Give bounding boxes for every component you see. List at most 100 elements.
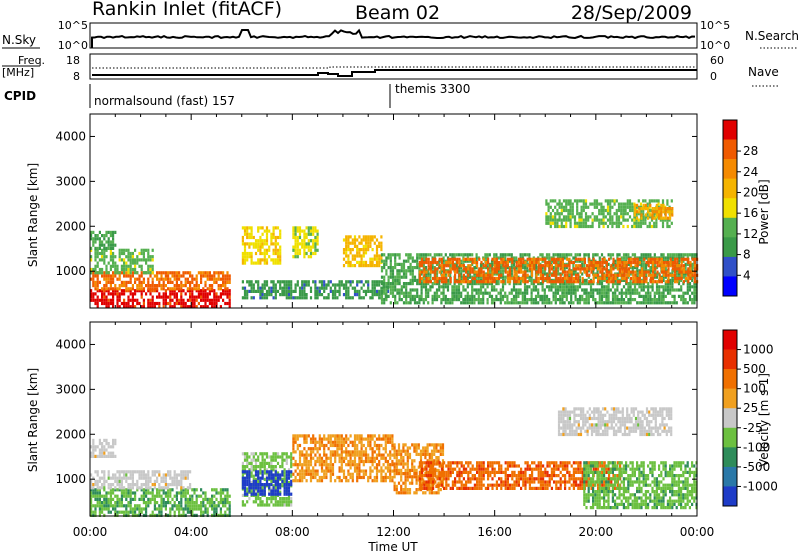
data-cell-band-4 [327, 296, 330, 300]
data-cell-band-4 [243, 293, 247, 297]
data-cell-band-8 [484, 256, 487, 260]
data-cell-band-0 [202, 298, 205, 302]
data-cell-band-8 [655, 266, 659, 270]
data-cell-band-8 [510, 298, 513, 302]
data-cell-band-3 [272, 497, 275, 501]
data-cell-band-8 [396, 291, 399, 295]
data-cell-band-0 [153, 501, 156, 505]
data-cell-band-1 [125, 470, 128, 474]
data-cell-band-10 [635, 205, 638, 209]
data-cell-band-9 [682, 257, 685, 261]
data-cell-band-8 [389, 262, 392, 266]
data-cell-band-0 [129, 497, 132, 501]
data-cell-band-9 [515, 280, 518, 284]
data-cell-band-8 [548, 288, 551, 292]
data-cell-band-8 [671, 285, 674, 289]
data-cell-band-10 [562, 205, 566, 209]
data-cell-band-9 [517, 280, 520, 284]
data-cell-band-0 [171, 305, 174, 309]
data-cell-band-1 [189, 274, 192, 278]
data-cell-band-10 [580, 199, 583, 203]
data-cell-band-1 [189, 280, 192, 284]
data-cell-band-9 [491, 273, 494, 277]
data-cell-band-7 [351, 238, 354, 242]
data-cell-band-1 [127, 274, 130, 278]
data-cell-band-4 [252, 283, 255, 287]
data-cell-band-0 [195, 295, 198, 299]
data-cell-band-0 [149, 298, 152, 302]
data-cell-band-8 [550, 288, 553, 292]
data-cell-band-1 [206, 277, 209, 281]
data-cell-band-2 [127, 258, 130, 262]
data-cell-band-8 [519, 253, 522, 257]
data-cell-band-4 [367, 289, 370, 293]
data-cell-band-2 [96, 445, 99, 449]
data-cell-band-8 [622, 285, 626, 289]
data-cell-band-8 [446, 301, 450, 305]
data-cell-band-1 [105, 287, 108, 291]
data-cell-band-10 [620, 212, 623, 216]
data-cell-band-5 [259, 251, 262, 256]
data-cell-band-0 [160, 510, 163, 514]
data-cell-band-0 [228, 298, 231, 302]
data-cell-band-8 [587, 282, 590, 286]
data-cell-band-0 [189, 494, 192, 498]
data-cell-band-9 [693, 260, 696, 265]
data-cell-band-0 [193, 507, 196, 511]
data-cell-band-8 [394, 262, 397, 266]
data-cell-band-10 [567, 218, 570, 222]
data-cell-band-2 [107, 442, 110, 446]
data-cell-band-4 [272, 280, 275, 284]
data-cell-band-8 [666, 256, 670, 260]
data-cell-band-6 [294, 229, 297, 233]
data-cell-band-8 [413, 275, 417, 279]
data-cell-band-9 [632, 276, 635, 281]
data-cell-band-8 [556, 272, 560, 276]
data-cell-band-0 [213, 513, 216, 517]
data-cell-band-8 [561, 253, 564, 257]
data-cell-band-0 [127, 494, 130, 498]
data-cell-band-5 [272, 235, 275, 240]
data-cell-band-9 [599, 267, 602, 271]
data-cell-band-0 [191, 289, 194, 293]
data-cell-band-7 [364, 251, 368, 255]
data-cell-band-8 [561, 272, 564, 276]
data-cell-band-9 [599, 276, 602, 281]
data-cell-band-4 [362, 283, 365, 287]
data-cell-band-2 [109, 258, 112, 262]
data-cell-band-8 [618, 291, 621, 295]
data-cell-band-8 [380, 301, 384, 305]
data-cell-band-1 [182, 476, 185, 480]
data-cell-band-8 [444, 272, 447, 276]
data-cell-band-1 [118, 287, 121, 291]
data-cell-band-9 [535, 280, 538, 284]
data-cell-band-1 [114, 274, 117, 278]
data-cell-band-9 [509, 257, 512, 261]
data-cell-band-8 [460, 253, 463, 257]
data-cell-band-3 [252, 458, 255, 462]
data-cell-band-8 [394, 266, 397, 270]
data-cell-band-9 [467, 280, 470, 284]
data-cell-band-1 [175, 274, 178, 278]
data-cell-band-9 [465, 257, 468, 261]
data-cell-band-10 [582, 224, 585, 229]
data-cell-band-4 [378, 296, 381, 300]
data-cell-band-6 [312, 226, 315, 230]
data-cell-band-10 [637, 218, 640, 222]
data-cell-band-0 [206, 501, 209, 505]
data-cell-band-9 [689, 270, 692, 274]
data-cell-band-8 [486, 285, 489, 289]
data-cell-band-9 [555, 267, 558, 271]
data-cell-band-1 [184, 277, 187, 281]
data-cell-band-8 [673, 294, 676, 298]
data-cell-band-0 [123, 301, 126, 306]
data-cell-band-0 [138, 504, 141, 508]
data-cell-band-4 [309, 286, 313, 290]
data-cell-band-1 [162, 486, 165, 490]
data-cell-band-8 [638, 282, 641, 286]
data-cell-band-9 [689, 264, 692, 268]
data-cell-band-8 [644, 262, 648, 266]
data-cell-band-9 [513, 276, 516, 281]
data-cell-band-3 [272, 468, 275, 472]
data-cell-band-1 [129, 473, 132, 477]
